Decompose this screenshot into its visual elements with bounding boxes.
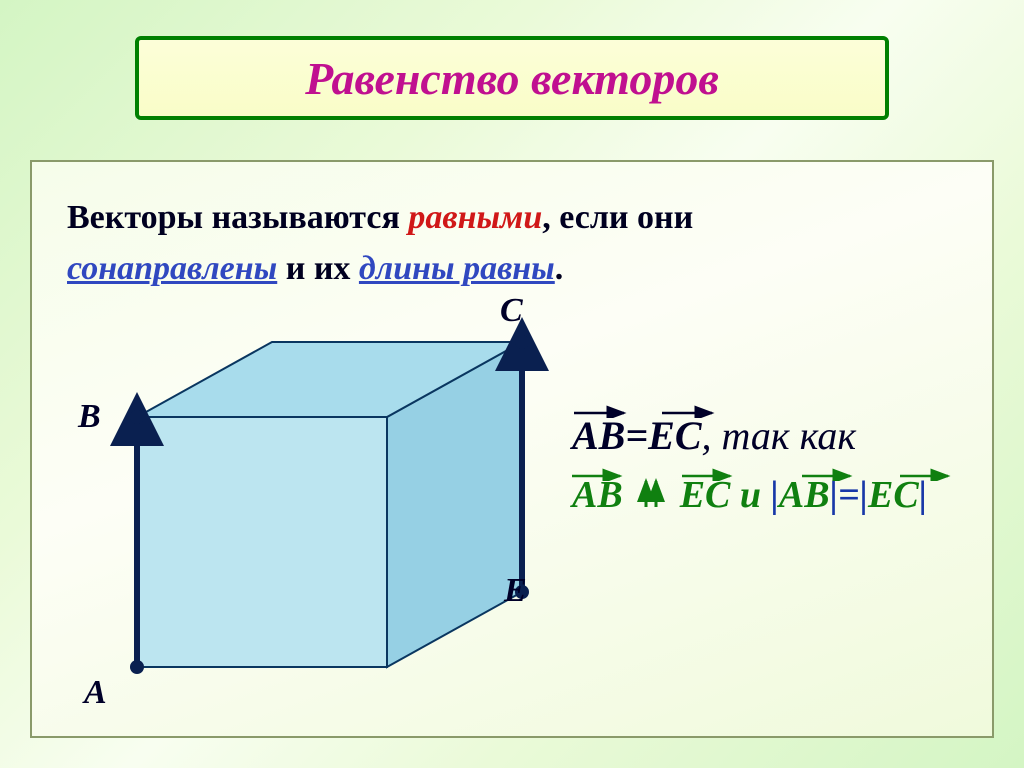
def-equal: равными: [408, 199, 542, 236]
f1-ec: EC: [648, 413, 701, 458]
vec-arrow-icon: [680, 467, 738, 481]
diagram-area: A B C E AB=EC, так как: [32, 282, 992, 736]
definition-text: Векторы называются равными, если они сон…: [67, 192, 957, 294]
title-box: Равенство векторов: [135, 36, 889, 120]
vec-arrow-icon: [898, 467, 956, 481]
f1-ab: AB: [572, 413, 625, 458]
abs-bar-icon: |: [860, 474, 868, 516]
cube-diagram: [72, 282, 592, 712]
def-part1: Векторы называются: [67, 199, 408, 236]
vec-arrow-icon: [660, 404, 718, 418]
codirected-icon: [636, 475, 666, 511]
formula-line2: AB EC и |AB|=|EC|: [572, 473, 927, 517]
content-box: Векторы называются равными, если они сон…: [30, 160, 994, 738]
abs-bar-icon: |: [771, 474, 779, 516]
f1-eq: =: [625, 413, 648, 458]
f1-tail: , так как: [702, 413, 857, 458]
title-text: Равенство векторов: [305, 52, 719, 105]
vec-arrow-icon: [800, 467, 858, 481]
label-c: C: [500, 292, 523, 330]
def-part2: , если они: [542, 199, 693, 236]
label-a: A: [84, 674, 107, 712]
formula-area: AB=EC, так как AB: [572, 412, 927, 517]
label-b: B: [78, 398, 101, 436]
label-e: E: [504, 572, 527, 610]
formula-line1: AB=EC, так как: [572, 412, 927, 459]
vec-arrow-icon: [570, 467, 628, 481]
vec-arrow-icon: [572, 404, 630, 418]
